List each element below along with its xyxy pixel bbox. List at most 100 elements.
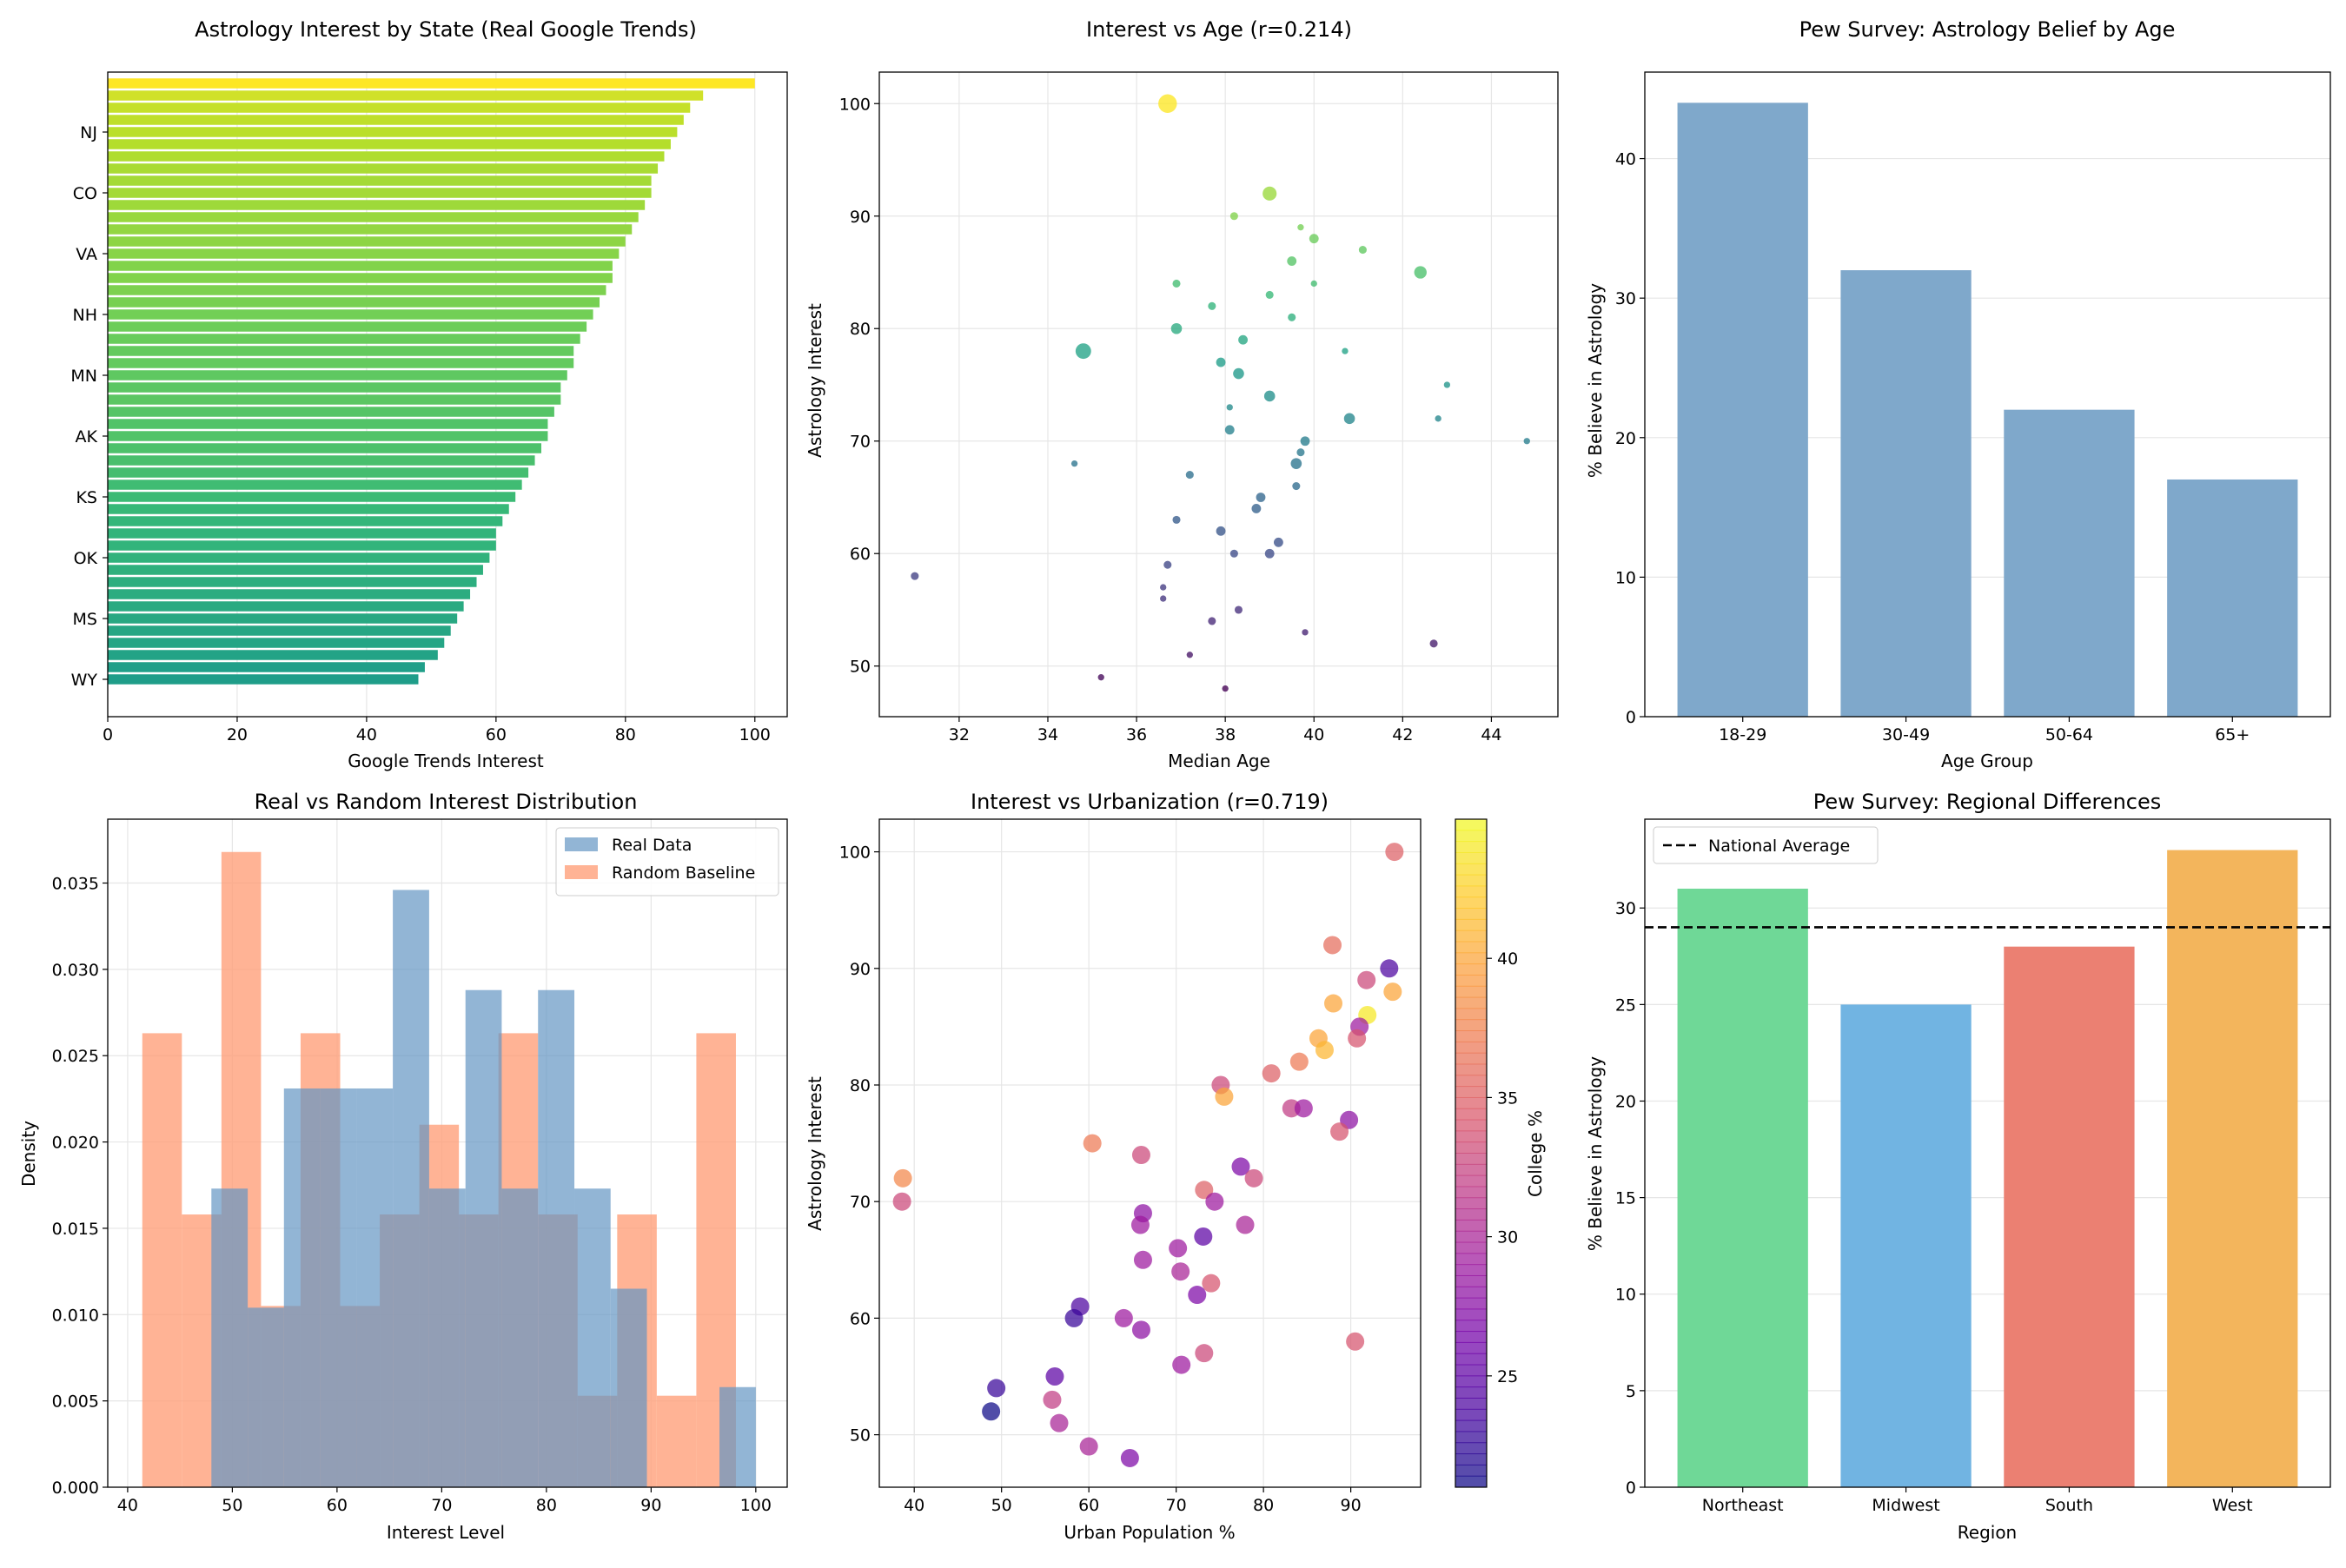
- scatter-point: [1292, 481, 1301, 491]
- colorbar-tick-label: 30: [1497, 1228, 1518, 1247]
- axes-frame: [1644, 818, 2331, 1488]
- scatter-point: [1443, 381, 1451, 388]
- scatter-point: [1064, 1308, 1084, 1327]
- colorbar-segment: [1455, 1108, 1487, 1121]
- bar: [1840, 270, 1972, 717]
- bar: [108, 394, 561, 405]
- legend-box: [1653, 826, 1879, 864]
- bar: [108, 431, 548, 441]
- scatter-point: [1208, 617, 1216, 625]
- axes-frame: [878, 71, 1559, 718]
- bar: [108, 297, 600, 308]
- x-tick-label: 80: [536, 1496, 557, 1515]
- x-tick-label: 50-64: [2045, 725, 2093, 744]
- x-axis-label: Age Group: [1941, 751, 2033, 771]
- colorbar-segment: [1455, 985, 1487, 998]
- x-axis-label: Interest Level: [387, 1522, 505, 1543]
- panel-interest-vs-urbanization: Interest vs Urbanization (r=0.719) Urban…: [805, 790, 1546, 1543]
- bar: [108, 309, 593, 320]
- scatter-point: [1290, 458, 1302, 469]
- bar: [108, 407, 554, 417]
- bar: [2004, 409, 2135, 717]
- scatter-point: [1343, 413, 1355, 425]
- y-tick-label: 0.025: [52, 1047, 99, 1066]
- histogram-bar: [283, 1088, 321, 1487]
- colorbar-segment: [1455, 1408, 1487, 1421]
- scatter-point: [1288, 313, 1296, 321]
- colorbar-segment: [1455, 863, 1487, 876]
- bar: [108, 552, 490, 563]
- scatter-point: [1233, 367, 1244, 380]
- scatter-point: [1216, 357, 1226, 367]
- scatter-point: [1357, 970, 1376, 989]
- scatter-point: [911, 572, 919, 580]
- histogram-bar: [465, 989, 502, 1487]
- panel-title: Astrology Interest by State (Real Google…: [195, 17, 697, 42]
- scatter-point: [1160, 595, 1167, 602]
- axes-frame: [878, 818, 1422, 1488]
- x-tick-label: 34: [1037, 725, 1058, 744]
- y-tick-label: MN: [70, 367, 97, 386]
- x-tick-label: 50: [991, 1496, 1012, 1515]
- scatter-point: [1265, 290, 1274, 299]
- colorbar-segment: [1455, 918, 1487, 931]
- scatter-point: [1163, 560, 1172, 569]
- y-tick-label: NH: [73, 306, 98, 325]
- scatter-point: [1172, 515, 1181, 524]
- scatter-point: [1215, 1087, 1234, 1106]
- scatter-point: [1079, 1437, 1098, 1456]
- y-tick-label: 0.035: [52, 875, 99, 894]
- colorbar-segment: [1455, 1442, 1487, 1455]
- bar: [108, 188, 652, 198]
- colorbar-segment: [1455, 874, 1487, 887]
- scatter-point: [1236, 1215, 1255, 1234]
- scatter-point: [1358, 246, 1367, 255]
- histogram-bar: [320, 1088, 357, 1487]
- bar: [108, 139, 671, 149]
- bar: [108, 577, 477, 587]
- scatter-point: [1296, 448, 1305, 457]
- y-tick-label: 0.020: [52, 1134, 99, 1153]
- bar: [108, 443, 541, 453]
- bar: [108, 248, 620, 259]
- legend-swatch: [565, 865, 598, 879]
- x-tick-label: 20: [227, 725, 248, 744]
- x-tick-label: 100: [740, 1496, 772, 1515]
- colorbar-segment: [1455, 963, 1487, 976]
- scatter-point: [1160, 584, 1167, 591]
- colorbar-segment: [1455, 974, 1487, 987]
- colorbar-segment: [1455, 1253, 1487, 1266]
- colorbar-segment: [1455, 851, 1487, 864]
- x-tick-label: 44: [1481, 725, 1501, 744]
- axes-frame: [107, 818, 788, 1488]
- colorbar-segment: [1455, 1308, 1487, 1321]
- scatter-point: [1120, 1448, 1139, 1467]
- bar: [108, 419, 548, 429]
- x-tick-label: 60: [1078, 1496, 1099, 1515]
- y-tick-label: 10: [1615, 1286, 1636, 1305]
- scatter-point: [892, 1192, 911, 1211]
- scatter-point: [1323, 936, 1342, 955]
- panel-title: Interest vs Age (r=0.214): [1086, 17, 1352, 42]
- y-tick-label: OK: [74, 549, 98, 568]
- scatter-point: [1130, 1215, 1150, 1234]
- bar: [108, 516, 503, 526]
- scatter-point: [1385, 843, 1404, 862]
- legend-box: [555, 827, 779, 896]
- bar: [108, 480, 522, 490]
- scatter-point: [1234, 605, 1243, 614]
- bar: [108, 115, 684, 125]
- colorbar-segment: [1455, 1041, 1487, 1054]
- colorbar-segment: [1455, 1331, 1487, 1343]
- bar: [108, 674, 419, 685]
- colorbar-segment: [1455, 1375, 1487, 1388]
- y-axis-label: Density: [18, 1121, 39, 1187]
- y-tick-label: 70: [850, 1193, 871, 1212]
- panel-title: Pew Survey: Astrology Belief by Age: [1799, 17, 2176, 42]
- bar: [108, 321, 587, 332]
- scatter-point: [1133, 1250, 1152, 1269]
- scatter-point: [1194, 1227, 1213, 1246]
- scatter-point: [1131, 1320, 1150, 1340]
- y-tick-label: 90: [850, 208, 871, 227]
- legend-swatch: [565, 837, 598, 851]
